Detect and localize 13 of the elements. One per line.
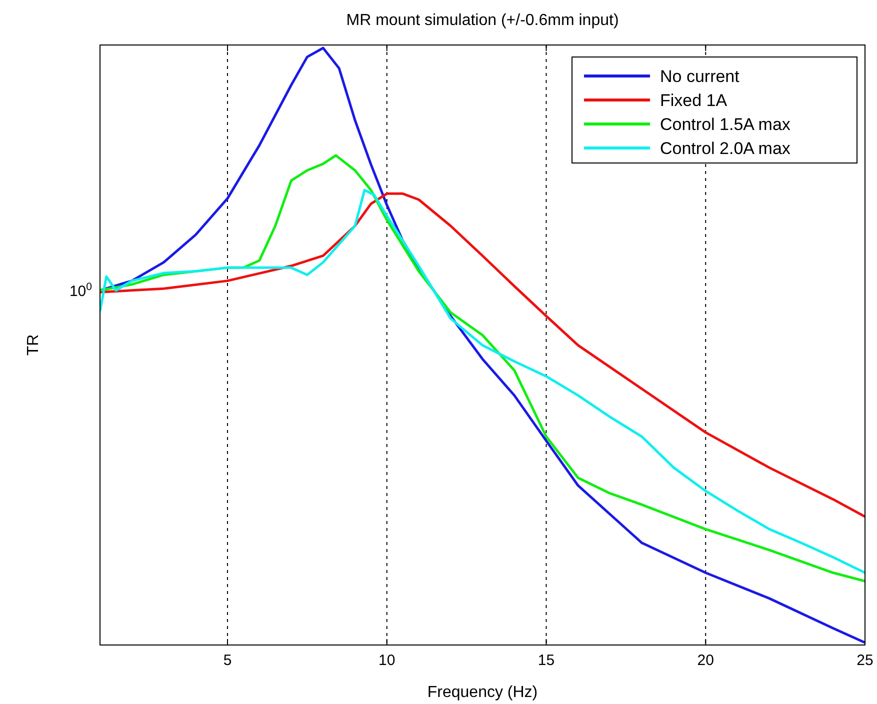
x-tick-label: 5 xyxy=(223,652,232,669)
x-axis-title: Frequency (Hz) xyxy=(427,684,538,701)
x-tick-label: 15 xyxy=(538,652,555,669)
y-axis-title: TR xyxy=(25,334,42,356)
x-tick-label: 10 xyxy=(378,652,396,669)
legend-label: Fixed 1A xyxy=(660,91,728,110)
legend-label: Control 1.5A max xyxy=(660,115,791,134)
legend-label: Control 2.0A max xyxy=(660,139,791,158)
legend-label: No current xyxy=(660,67,740,86)
x-tick-label: 25 xyxy=(856,652,874,669)
x-tick-label: 20 xyxy=(697,652,714,669)
chart-title: MR mount simulation (+/-0.6mm input) xyxy=(346,12,619,29)
text: 10$^{0}$ xyxy=(69,281,92,300)
